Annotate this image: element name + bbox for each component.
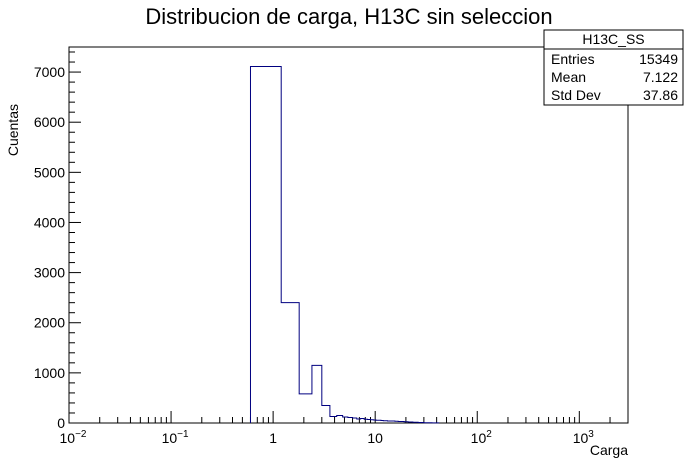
- x-axis-title: Carga: [590, 442, 628, 458]
- y-tick-label: 4000: [34, 214, 65, 230]
- histogram-bin: [343, 417, 348, 423]
- y-axis: 0 1000 2000 3000 4000 5000 6000 7000: [34, 51, 81, 431]
- histogram-bin: [348, 417, 353, 423]
- histogram-bin: [312, 365, 322, 423]
- stats-stddev-value: 37.86: [643, 87, 678, 103]
- x-tick-label: 1: [269, 430, 277, 446]
- histogram-bin: [337, 415, 343, 423]
- stats-box-name: H13C_SS: [582, 31, 644, 47]
- histogram-series: [249, 66, 440, 424]
- stats-mean-label: Mean: [551, 69, 586, 85]
- chart-title: Distribucion de carga, H13C sin seleccio…: [145, 4, 552, 29]
- stats-entries-value: 15349: [639, 51, 678, 67]
- histogram-bin: [361, 418, 365, 423]
- histogram-line-0: [249, 66, 440, 424]
- histogram-bin: [330, 416, 337, 423]
- histogram-bin: [353, 418, 357, 423]
- x-tick-label: 103: [573, 429, 595, 446]
- y-tick-label: 7000: [34, 64, 65, 80]
- stats-mean-value: 7.122: [643, 69, 678, 85]
- y-tick-label: 2000: [34, 315, 65, 331]
- x-tick-label: 102: [471, 429, 493, 446]
- x-tick-label: 10−1: [162, 429, 189, 446]
- y-tick-label: 6000: [34, 114, 65, 130]
- stats-box-frame: [543, 29, 684, 106]
- stats-stddev-label: Std Dev: [551, 87, 601, 103]
- histogram-bin: [299, 394, 312, 423]
- histogram-bin: [357, 419, 361, 423]
- histogram-bin: [322, 405, 330, 423]
- x-axis: 10−2 10−1 1 10 102 103: [60, 411, 629, 446]
- stats-entries-label: Entries: [551, 51, 595, 67]
- y-tick-label: 3000: [34, 265, 65, 281]
- x-tick-label: 10: [367, 430, 383, 446]
- y-tick-label: 5000: [34, 164, 65, 180]
- x-tick-label: 10−2: [60, 429, 87, 446]
- plot-area: [68, 46, 629, 424]
- stats-box: H13C_SS Entries 15349 Mean 7.122 Std Dev…: [543, 29, 684, 106]
- y-tick-label: 0: [57, 415, 65, 431]
- y-tick-label: 1000: [34, 365, 65, 381]
- histogram-bin: [250, 67, 281, 423]
- y-axis-title: Cuentas: [5, 104, 21, 156]
- histogram-bin: [281, 303, 299, 423]
